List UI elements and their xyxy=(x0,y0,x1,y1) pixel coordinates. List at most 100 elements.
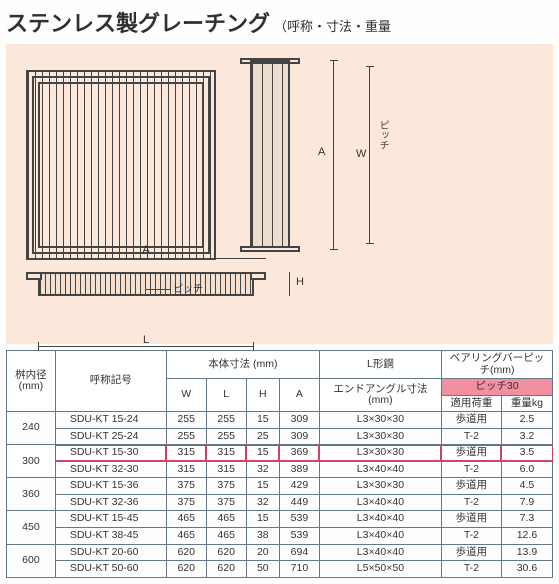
cell-l: 315 xyxy=(206,445,246,462)
cell-a: 309 xyxy=(279,412,319,429)
cell-naikei: 450 xyxy=(7,511,56,544)
cell-naikei: 240 xyxy=(7,412,56,445)
diagram-side-view: A W ピッチ xyxy=(240,60,380,260)
cell-load: T-2 xyxy=(441,461,501,478)
cell-code: SDU-KT 38-45 xyxy=(55,528,166,545)
table-row: 240SDU-KT 15-2425525515309L3×30×30歩道用2.5 xyxy=(7,412,553,429)
cell-code: SDU-KT 50-60 xyxy=(55,561,166,578)
cell-a: 429 xyxy=(279,478,319,495)
table-body: 240SDU-KT 15-2425525515309L3×30×30歩道用2.5… xyxy=(7,412,553,577)
hdr-h: H xyxy=(246,379,279,412)
table-row: SDU-KT 32-3031531532389L3×40×40T-26.0 xyxy=(7,461,553,478)
cell-angle: L3×30×30 xyxy=(319,412,441,429)
cell-code: SDU-KT 32-36 xyxy=(55,494,166,511)
cell-a: 369 xyxy=(279,445,319,462)
diagram-top-view xyxy=(26,70,216,260)
cell-a: 449 xyxy=(279,494,319,511)
cell-load: 歩道用 xyxy=(441,445,501,462)
cell-h: 15 xyxy=(246,445,279,462)
cell-code: SDU-KT 25-24 xyxy=(55,428,166,445)
cell-h: 15 xyxy=(246,478,279,495)
dim-label-pitch-bot: ピッチ xyxy=(173,284,203,295)
spec-table: 桝内径 (mm) 呼称記号 本体寸法 (mm) L形鋼 ベアリングバーピッチ(m… xyxy=(6,350,553,578)
cell-h: 20 xyxy=(246,544,279,561)
cell-wt: 7.9 xyxy=(501,494,552,511)
cell-wt: 6.0 xyxy=(501,461,552,478)
hdr-pitch30: ピッチ30 xyxy=(441,379,552,396)
table-row: 600SDU-KT 20-6062062020694L3×40×40歩道用13.… xyxy=(7,544,553,561)
cell-w: 620 xyxy=(166,561,206,578)
cell-angle: L3×30×30 xyxy=(319,428,441,445)
cell-a: 710 xyxy=(279,561,319,578)
cell-code: SDU-KT 15-24 xyxy=(55,412,166,429)
cell-wt: 4.5 xyxy=(501,478,552,495)
cell-code: SDU-KT 15-45 xyxy=(55,511,166,528)
cell-h: 32 xyxy=(246,494,279,511)
page-title: ステンレス製グレーチング xyxy=(6,6,270,38)
cell-wt: 13.9 xyxy=(501,544,552,561)
cell-l: 375 xyxy=(206,494,246,511)
cell-load: T-2 xyxy=(441,561,501,578)
table-head: 桝内径 (mm) 呼称記号 本体寸法 (mm) L形鋼 ベアリングバーピッチ(m… xyxy=(7,351,553,412)
cell-angle: L5×50×50 xyxy=(319,561,441,578)
cell-l: 375 xyxy=(206,478,246,495)
diagram-panel: A W ピッチ A ピッチ H L xyxy=(6,44,553,344)
cell-naikei: 360 xyxy=(7,478,56,511)
cell-angle: L3×40×40 xyxy=(319,528,441,545)
cell-w: 255 xyxy=(166,428,206,445)
cell-a: 539 xyxy=(279,528,319,545)
cell-angle: L3×40×40 xyxy=(319,544,441,561)
dim-label-a-side: A xyxy=(318,146,325,158)
cell-l: 620 xyxy=(206,544,246,561)
cell-a: 389 xyxy=(279,461,319,478)
cell-load: T-2 xyxy=(441,494,501,511)
page-subtitle: （呼称・寸法・重量 xyxy=(274,16,391,35)
table-row: 450SDU-KT 15-4546546515539L3×40×40歩道用7.3 xyxy=(7,511,553,528)
cell-wt: 30.6 xyxy=(501,561,552,578)
hdr-a: A xyxy=(279,379,319,412)
cell-w: 315 xyxy=(166,445,206,462)
cell-l: 465 xyxy=(206,511,246,528)
table-row: SDU-KT 25-2425525525309L3×30×30T-23.2 xyxy=(7,428,553,445)
table-row: SDU-KT 38-4546546538539L3×40×40T-212.6 xyxy=(7,528,553,545)
hdr-weight: 重量kg xyxy=(501,395,552,412)
table-row: 300SDU-KT 15-3031531515369L3×30×30歩道用3.5 xyxy=(7,445,553,462)
diagram-section-view: A ピッチ H L xyxy=(26,272,266,332)
cell-h: 32 xyxy=(246,461,279,478)
cell-h: 15 xyxy=(246,412,279,429)
cell-a: 539 xyxy=(279,511,319,528)
cell-load: 歩道用 xyxy=(441,412,501,429)
cell-l: 255 xyxy=(206,428,246,445)
hdr-kigo: 呼称記号 xyxy=(55,351,166,412)
cell-w: 375 xyxy=(166,494,206,511)
cell-h: 15 xyxy=(246,511,279,528)
hdr-bearing: ベアリングバーピッチ(mm) xyxy=(441,351,552,379)
cell-l: 465 xyxy=(206,528,246,545)
hdr-hontai: 本体寸法 (mm) xyxy=(166,351,319,379)
cell-code: SDU-KT 32-30 xyxy=(55,461,166,478)
dim-label-pitch-side: ピッチ xyxy=(375,120,390,150)
cell-w: 255 xyxy=(166,412,206,429)
hdr-w: W xyxy=(166,379,206,412)
cell-wt: 3.2 xyxy=(501,428,552,445)
cell-a: 309 xyxy=(279,428,319,445)
cell-code: SDU-KT 15-30 xyxy=(55,445,166,462)
cell-code: SDU-KT 20-60 xyxy=(55,544,166,561)
cell-h: 25 xyxy=(246,428,279,445)
cell-naikei: 300 xyxy=(7,445,56,478)
cell-wt: 3.5 xyxy=(501,445,552,462)
dim-label-w-side: W xyxy=(356,148,366,160)
cell-w: 465 xyxy=(166,528,206,545)
hdr-lkou: L形鋼 xyxy=(319,351,441,379)
cell-w: 375 xyxy=(166,478,206,495)
cell-a: 694 xyxy=(279,544,319,561)
cell-h: 38 xyxy=(246,528,279,545)
dim-label-h: H xyxy=(296,276,304,288)
cell-l: 620 xyxy=(206,561,246,578)
title-row: ステンレス製グレーチング （呼称・寸法・重量 xyxy=(6,6,553,38)
cell-code: SDU-KT 15-36 xyxy=(55,478,166,495)
cell-naikei: 600 xyxy=(7,544,56,577)
cell-wt: 2.5 xyxy=(501,412,552,429)
cell-load: T-2 xyxy=(441,428,501,445)
cell-angle: L3×40×40 xyxy=(319,511,441,528)
